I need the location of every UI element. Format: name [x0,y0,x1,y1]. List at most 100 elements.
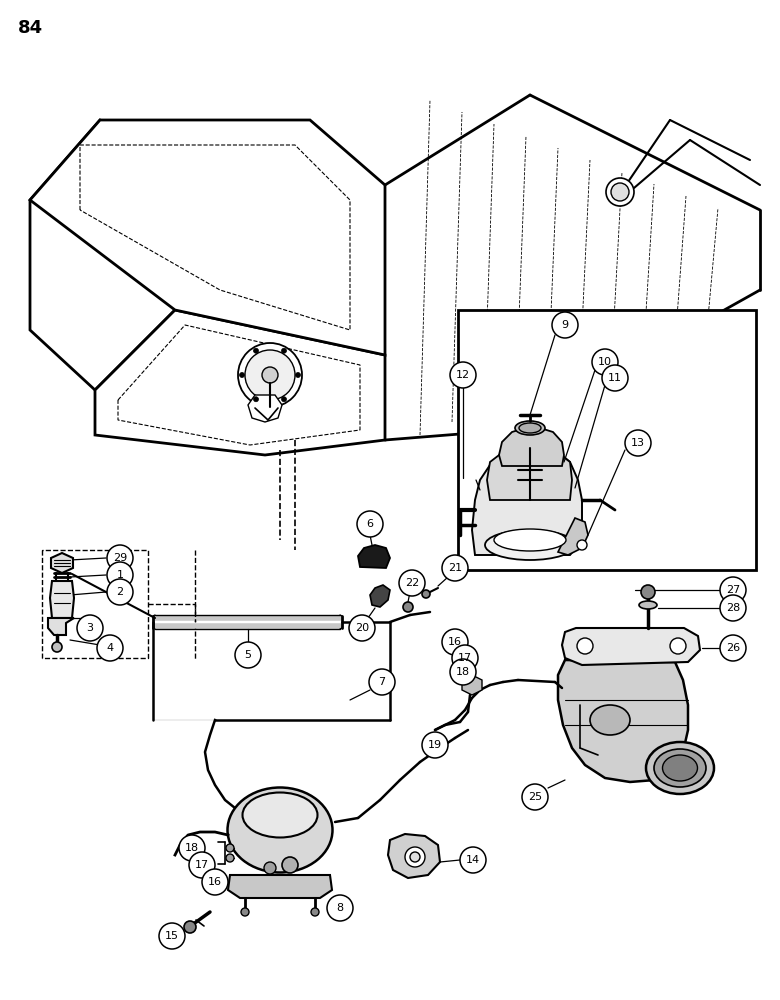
Polygon shape [358,545,390,568]
Circle shape [235,642,261,668]
Circle shape [467,677,477,687]
Circle shape [202,869,228,895]
Circle shape [241,908,249,916]
Text: 18: 18 [185,843,199,853]
Circle shape [226,844,234,852]
Text: 2: 2 [116,587,123,597]
Polygon shape [30,120,385,355]
Text: 27: 27 [726,585,740,595]
Circle shape [577,638,593,654]
Circle shape [349,615,375,641]
Text: 18: 18 [456,667,470,677]
Ellipse shape [646,742,714,794]
Circle shape [720,635,746,661]
Circle shape [107,562,133,588]
Ellipse shape [243,792,317,838]
Circle shape [410,852,420,862]
Text: 1: 1 [116,570,123,580]
Ellipse shape [639,601,657,609]
Text: 14: 14 [466,855,480,865]
Circle shape [189,852,215,878]
Polygon shape [370,585,390,607]
Polygon shape [499,428,564,466]
Text: 26: 26 [726,643,740,653]
Polygon shape [472,448,582,555]
Circle shape [670,638,686,654]
Circle shape [399,570,425,596]
Text: 7: 7 [378,677,385,687]
Circle shape [422,590,430,598]
Polygon shape [388,834,440,878]
Text: 19: 19 [428,740,442,750]
Text: 22: 22 [405,578,419,588]
Polygon shape [48,618,74,635]
Circle shape [422,732,448,758]
Text: 6: 6 [367,519,374,529]
Text: 28: 28 [726,603,740,613]
Circle shape [611,183,629,201]
Text: 11: 11 [608,373,622,383]
Ellipse shape [515,421,545,435]
Circle shape [460,847,486,873]
Circle shape [254,348,258,353]
Circle shape [97,635,123,661]
Text: 9: 9 [562,320,569,330]
Circle shape [641,585,655,599]
Circle shape [522,784,548,810]
Polygon shape [30,120,175,390]
Circle shape [327,895,353,921]
Text: 20: 20 [355,623,369,633]
Text: 84: 84 [18,19,43,37]
Ellipse shape [485,530,575,560]
Circle shape [159,923,185,949]
Circle shape [311,908,319,916]
Polygon shape [462,675,482,695]
Polygon shape [558,660,688,782]
Circle shape [282,857,298,873]
Circle shape [403,602,413,612]
Circle shape [452,645,478,671]
Polygon shape [487,448,572,500]
Polygon shape [228,875,332,898]
Circle shape [405,847,425,867]
Polygon shape [248,395,282,422]
Circle shape [184,921,196,933]
Circle shape [282,348,286,353]
Polygon shape [558,518,588,555]
Text: 16: 16 [448,637,462,647]
Circle shape [369,669,395,695]
Text: 10: 10 [598,357,612,367]
Text: 4: 4 [106,643,114,653]
Text: 12: 12 [456,370,470,380]
Polygon shape [51,553,73,573]
Text: 16: 16 [208,877,222,887]
Polygon shape [562,628,700,665]
Circle shape [226,854,234,862]
Circle shape [450,362,476,388]
Ellipse shape [494,529,566,551]
Circle shape [238,343,302,407]
Circle shape [179,835,205,861]
Circle shape [52,642,62,652]
Circle shape [592,349,618,375]
Circle shape [77,615,103,641]
Text: 25: 25 [528,792,542,802]
Circle shape [107,579,133,605]
Circle shape [720,595,746,621]
Circle shape [296,372,300,377]
Text: 17: 17 [458,653,472,663]
Circle shape [625,430,651,456]
Circle shape [107,545,133,571]
Polygon shape [50,581,74,618]
Circle shape [577,540,587,550]
Circle shape [254,397,258,402]
Ellipse shape [519,423,541,433]
Circle shape [262,367,278,383]
Circle shape [450,659,476,685]
Circle shape [264,862,276,874]
Circle shape [552,312,578,338]
Ellipse shape [590,705,630,735]
Text: 21: 21 [448,563,462,573]
Circle shape [245,350,295,400]
Circle shape [602,365,628,391]
